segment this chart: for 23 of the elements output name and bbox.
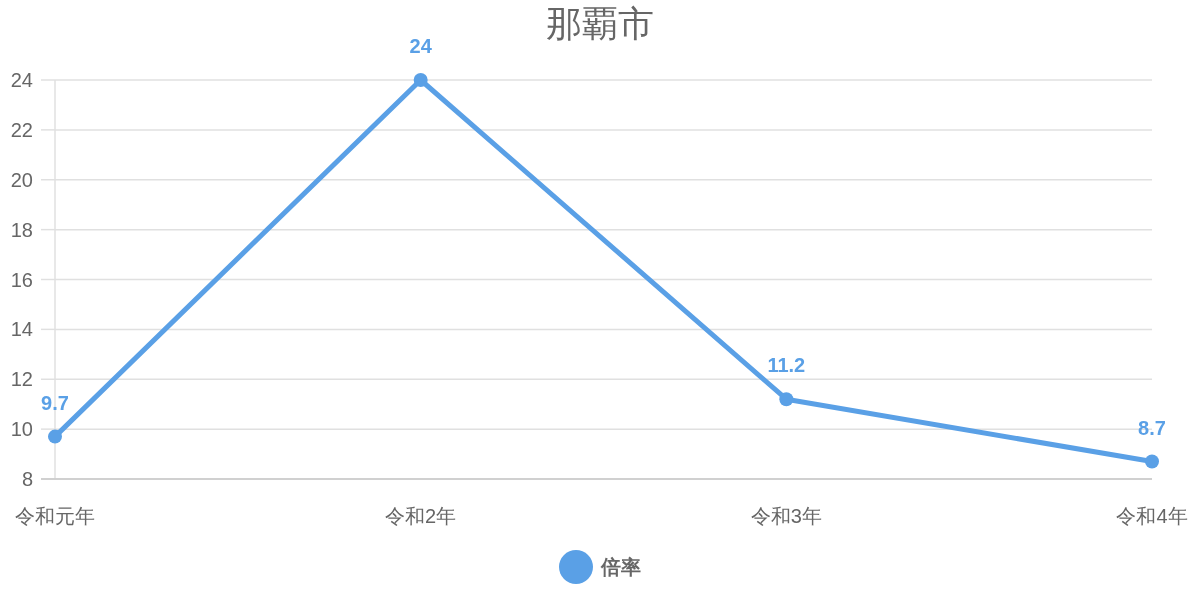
point <box>779 392 794 407</box>
y-tick-label: 24 <box>10 69 33 91</box>
y-tick-label: 18 <box>10 218 33 241</box>
legend-label: 倍率 <box>600 556 641 578</box>
data-label: 8.7 <box>1138 416 1166 439</box>
data-label: 9.7 <box>41 391 69 414</box>
point <box>48 429 62 444</box>
y-tick-label: 20 <box>10 168 33 191</box>
y-tick-label: 12 <box>10 368 33 391</box>
point <box>413 73 428 87</box>
point <box>1145 454 1159 469</box>
y-tick-label: 22 <box>10 118 33 141</box>
data-label: 11.2 <box>767 354 806 377</box>
y-tick-label: 16 <box>10 268 33 291</box>
x-tick-label: 令和元年 <box>15 505 95 527</box>
y-tick-label: 10 <box>10 418 33 441</box>
x-tick-label: 令和4年 <box>1116 505 1188 527</box>
x-tick-label: 令和3年 <box>750 505 822 527</box>
data-label: 24 <box>409 35 433 57</box>
y-tick-label: 8 <box>21 468 33 490</box>
y-tick-label: 14 <box>10 318 33 341</box>
chart-title: 那覇市 <box>546 3 654 44</box>
x-tick-label: 令和2年 <box>385 505 457 527</box>
